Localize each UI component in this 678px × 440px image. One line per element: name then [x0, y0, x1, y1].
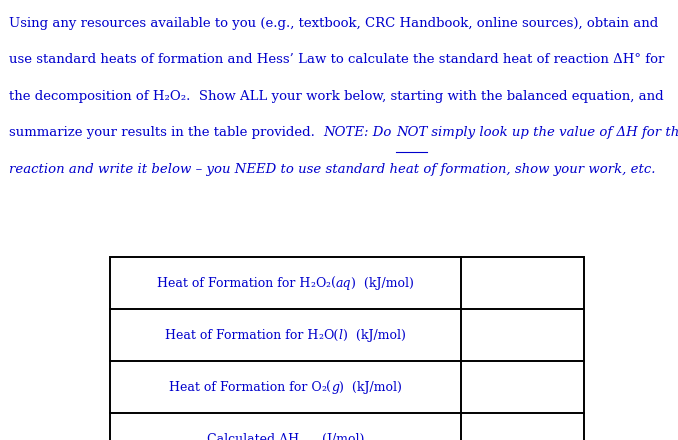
Text: use standard heats of formation and Hess’ Law to calculate the standard heat of : use standard heats of formation and Hess…	[9, 53, 664, 66]
Text: l: l	[339, 329, 343, 342]
Text: Heat of Formation for H: Heat of Formation for H	[165, 329, 319, 342]
Text: simply look up the value of ΔH for this: simply look up the value of ΔH for this	[427, 126, 678, 139]
Text: aq: aq	[336, 277, 351, 290]
Text: (J/mol): (J/mol)	[314, 433, 364, 440]
Text: ₂: ₂	[311, 277, 315, 290]
Text: )  (kJ/mol): ) (kJ/mol)	[343, 329, 405, 342]
Text: Using any resources available to you (e.g., textbook, CRC Handbook, online sourc: Using any resources available to you (e.…	[9, 17, 658, 30]
Text: NOTE: Do: NOTE: Do	[323, 126, 396, 139]
Text: (: (	[326, 381, 332, 394]
Text: ₂: ₂	[321, 381, 326, 394]
Text: O: O	[315, 277, 325, 290]
Text: NOT: NOT	[396, 126, 427, 139]
Text: ₂: ₂	[319, 329, 323, 342]
Text: )  (kJ/mol): ) (kJ/mol)	[351, 277, 414, 290]
Text: Calculated ΔH: Calculated ΔH	[207, 433, 298, 440]
Text: O(: O(	[323, 329, 339, 342]
Text: g: g	[332, 381, 340, 394]
Text: summarize your results in the table provided.: summarize your results in the table prov…	[9, 126, 323, 139]
Text: Heat of Formation for O: Heat of Formation for O	[169, 381, 321, 394]
Text: reaction and write it below – you NEED to use standard heat of formation, show y: reaction and write it below – you NEED t…	[9, 163, 656, 176]
Bar	[110, 257, 584, 440]
Text: )  (kJ/mol): ) (kJ/mol)	[340, 381, 402, 394]
Text: the decomposition of H₂O₂.  Show ALL your work below, starting with the balanced: the decomposition of H₂O₂. Show ALL your…	[9, 90, 664, 103]
Text: Heat of Formation for H: Heat of Formation for H	[157, 277, 311, 290]
Text: ₂: ₂	[325, 277, 331, 290]
Text: (: (	[331, 277, 336, 290]
